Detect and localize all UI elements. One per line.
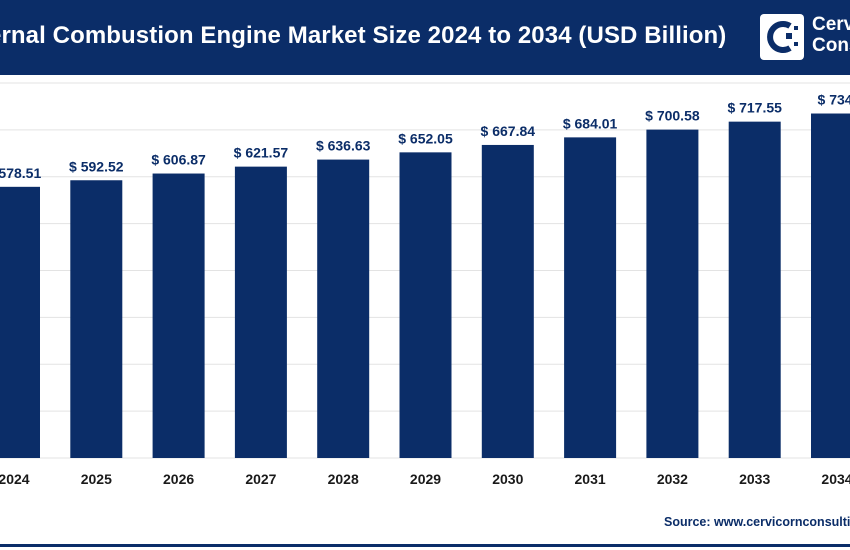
bar-2024 — [0, 186, 40, 459]
source-note: Source: www.cervicornconsultin — [664, 515, 850, 529]
value-label-2029: $ 652.05 — [398, 130, 453, 146]
bottom-rule — [0, 544, 850, 547]
x-tick-2025: 2025 — [81, 471, 112, 487]
bar-2033 — [728, 121, 781, 458]
x-tick-2027: 2027 — [245, 471, 276, 487]
bar-2026 — [152, 173, 205, 458]
value-label-2028: $ 636.63 — [316, 138, 371, 154]
logo-text: Cervic Consu — [812, 14, 850, 56]
bar-2029 — [399, 152, 452, 458]
value-label-2025: $ 592.52 — [69, 158, 124, 174]
x-tick-2033: 2033 — [739, 471, 770, 487]
x-tick-2031: 2031 — [575, 471, 606, 487]
value-label-2026: $ 606.87 — [151, 152, 206, 168]
cervicorn-logo-icon — [767, 21, 798, 53]
bar-2030 — [481, 144, 534, 458]
value-label-2033: $ 717.55 — [727, 100, 782, 116]
bar-2028 — [317, 159, 370, 458]
value-label-2027: $ 621.57 — [234, 145, 289, 161]
x-tick-2024: 2024 — [0, 471, 30, 487]
x-tick-2026: 2026 — [163, 471, 194, 487]
logo-text-line2: Consu — [812, 35, 850, 56]
bar-2032 — [646, 129, 699, 458]
bar-2025 — [70, 180, 123, 458]
value-label-2031: $ 684.01 — [563, 115, 618, 131]
value-label-2030: $ 667.84 — [481, 123, 536, 139]
x-tick-2030: 2030 — [492, 471, 523, 487]
x-tick-2032: 2032 — [657, 471, 688, 487]
chart-title: ernal Combustion Engine Market Size 2024… — [0, 22, 727, 49]
header-banner: ernal Combustion Engine Market Size 2024… — [0, 0, 850, 75]
bar-2034 — [811, 113, 850, 458]
x-tick-2029: 2029 — [410, 471, 441, 487]
chart-area: $ 578.51 2024 $ 592.52 2025 $ 606.87 2026 $ 62… — [0, 75, 850, 515]
bar-2027 — [234, 166, 287, 458]
bar-2031 — [564, 137, 617, 459]
value-label-2024: $ 578.51 — [0, 165, 41, 181]
bar-chart: $ 578.51 2024 $ 592.52 2025 $ 606.87 2026 $ 62… — [0, 82, 850, 487]
logo — [760, 14, 804, 60]
x-tick-2028: 2028 — [328, 471, 359, 487]
value-label-2034: $ 734. — [818, 92, 850, 108]
x-tick-2034: 2034 — [821, 471, 850, 487]
value-label-2032: $ 700.58 — [645, 108, 700, 124]
logo-text-line1: Cervic — [812, 14, 850, 35]
